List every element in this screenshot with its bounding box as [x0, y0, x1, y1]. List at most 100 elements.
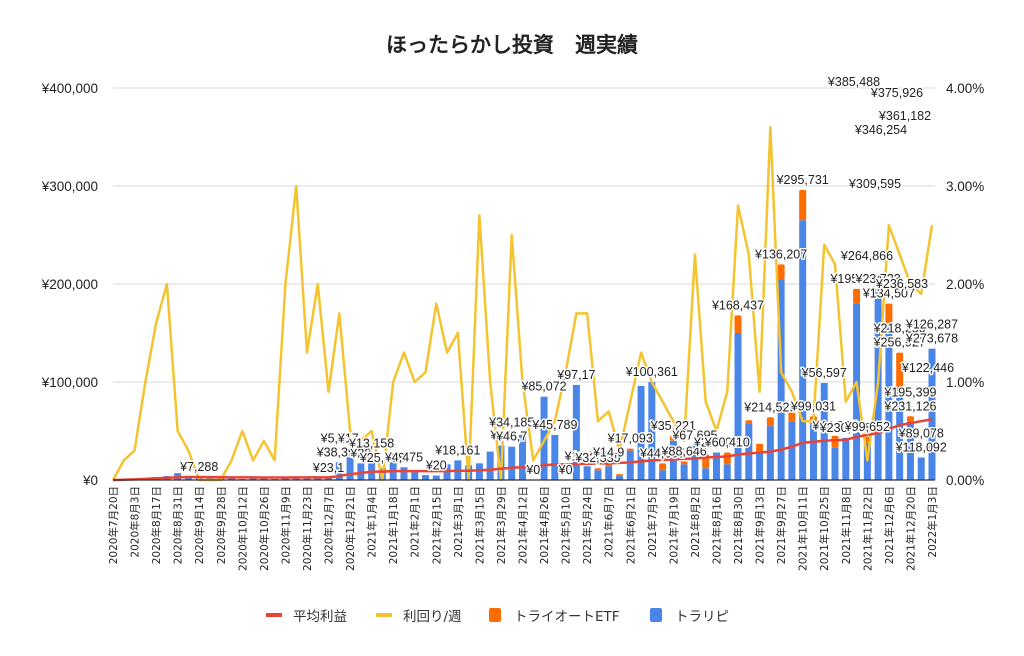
- y2-tick-label: 3.00%: [946, 179, 984, 194]
- x-tick-label: 2020年8月31日: [172, 486, 185, 564]
- data-label: ¥0: [525, 463, 540, 477]
- data-label: ¥231,126: [883, 399, 936, 413]
- data-label: ¥67,695: [671, 429, 717, 443]
- bar-trarepi: [637, 385, 645, 480]
- y-axis-right: 0.00% 1.00% 2.00% 3.00% 4.00%: [946, 81, 984, 488]
- data-label: ¥18,161: [434, 443, 480, 457]
- data-label: ¥273,678: [905, 332, 958, 346]
- x-tick-label: 2021年3月15日: [473, 486, 486, 564]
- data-label: ¥89,078: [898, 426, 944, 440]
- x-tick-label: 2021年4月26日: [538, 486, 551, 564]
- data-label: ¥0: [558, 463, 573, 477]
- x-tick-label: 2020年12月7日: [323, 486, 336, 564]
- data-label: ¥256,927: [873, 336, 926, 350]
- bar-trarepi: [659, 470, 667, 480]
- data-label: ¥28: [349, 446, 371, 460]
- bar-tri-auto-etf: [766, 417, 774, 427]
- bar-trarepi: [475, 463, 483, 480]
- bar-trarepi: [249, 477, 257, 480]
- data-label: ¥7,288: [179, 460, 218, 474]
- bar-trarepi: [885, 323, 893, 480]
- bar-trarepi: [228, 478, 236, 480]
- data-label: ¥375,926: [870, 86, 923, 100]
- data-label: ¥100,361: [625, 365, 678, 379]
- bar-tri-auto-etf: [906, 416, 914, 422]
- x-tick-label: 2020年10月26日: [258, 486, 271, 571]
- bar-trarepi: [551, 434, 559, 480]
- y-tick-label: ¥300,000: [41, 179, 98, 194]
- data-label: ¥195,399: [883, 385, 936, 399]
- bar-tri-auto-etf: [896, 352, 904, 387]
- legend-label: 利回り/週: [403, 609, 462, 625]
- y-tick-label: ¥100,000: [41, 375, 98, 390]
- bar-tri-auto-etf: [659, 463, 667, 471]
- x-tick-label: 2021年8月16日: [710, 486, 723, 564]
- legend-item-trarepi: トラリピ: [650, 608, 729, 625]
- bar-trarepi: [368, 453, 376, 480]
- data-label: ¥20: [425, 459, 447, 473]
- line-yield: [111, 125, 934, 482]
- data-label: ¥13,158: [348, 437, 394, 451]
- x-tick-label: 2021年7月19日: [667, 486, 680, 564]
- y2-tick-label: 1.00%: [946, 375, 984, 390]
- data-label: ¥5,113: [320, 431, 358, 445]
- data-label: ¥97,17: [556, 368, 595, 382]
- x-tick-label: 2021年6月7日: [603, 486, 616, 558]
- legend-swatch: [376, 613, 392, 617]
- bar-trarepi: [519, 434, 526, 480]
- data-label: ¥134,507: [862, 287, 915, 301]
- x-tick-label: 2021年11月22日: [861, 486, 874, 571]
- legend-item-avg-profit: 平均利益: [266, 609, 347, 625]
- bar-tri-auto-etf: [734, 315, 742, 333]
- x-tick-label: 2021年10月11日: [797, 486, 810, 571]
- bar-trarepi: [314, 478, 322, 480]
- bar-tri-auto-etf: [853, 288, 861, 304]
- data-label: ¥361,182: [878, 109, 931, 123]
- data-label: ¥264,866: [840, 249, 893, 263]
- x-tick-label: 2021年6月21日: [624, 486, 637, 564]
- legend-swatch: [266, 613, 282, 617]
- x-tick-label: 2021年2月1日: [409, 486, 422, 558]
- bar-tri-auto-etf: [831, 435, 839, 448]
- data-label: ¥17,093: [607, 432, 653, 446]
- bar-tri-auto-etf: [788, 411, 796, 422]
- data-label: ¥136,207: [754, 247, 807, 261]
- data-label: ¥60,410: [704, 436, 750, 450]
- bar-trarepi: [788, 421, 796, 480]
- x-tick-label: 2021年5月24日: [581, 486, 594, 564]
- bar-tri-auto-etf: [669, 435, 677, 441]
- x-tick-label: 2021年10月25日: [818, 486, 831, 571]
- x-tick-label: 2021年1月4日: [366, 486, 379, 558]
- data-label: ¥122,446: [901, 361, 954, 375]
- bar-series: [120, 189, 936, 481]
- bar-trarepi: [896, 386, 904, 480]
- bar-trarepi: [389, 455, 397, 480]
- x-tick-label: 2021年8月30日: [732, 486, 745, 564]
- x-tick-label: 2021年12月20日: [904, 486, 917, 571]
- bar-trarepi: [712, 452, 720, 480]
- data-label: ¥19,502: [564, 449, 610, 463]
- data-label: ¥126,287: [905, 318, 958, 332]
- bar-trarepi: [691, 445, 699, 480]
- data-label: ¥118,092: [895, 440, 947, 454]
- data-label: ¥230,068: [819, 421, 872, 435]
- bar-trarepi: [508, 446, 516, 480]
- legend: 平均利益 利回り/週 トライオートETF トラリピ: [266, 608, 729, 625]
- bar-trarepi: [594, 470, 602, 480]
- chart-title: ほったらかし投資 週実績: [386, 33, 638, 57]
- bar-trarepi: [809, 424, 817, 480]
- data-label: ¥346,254: [854, 123, 907, 137]
- data-label: ¥168,437: [711, 298, 764, 312]
- data-label: ¥23,723: [855, 272, 901, 286]
- bar-trarepi: [734, 333, 742, 480]
- bar-trarepi: [766, 426, 774, 480]
- y-tick-label: ¥0: [82, 473, 98, 488]
- bar-trarepi: [745, 423, 753, 480]
- data-label: ¥214,523: [743, 400, 796, 414]
- bar-tri-auto-etf: [615, 474, 623, 477]
- bar-tri-auto-etf: [885, 303, 893, 324]
- legend-item-yield: 利回り/週: [376, 609, 462, 625]
- x-tick-label: 2021年11月8日: [840, 486, 853, 564]
- gridlines: [113, 87, 935, 383]
